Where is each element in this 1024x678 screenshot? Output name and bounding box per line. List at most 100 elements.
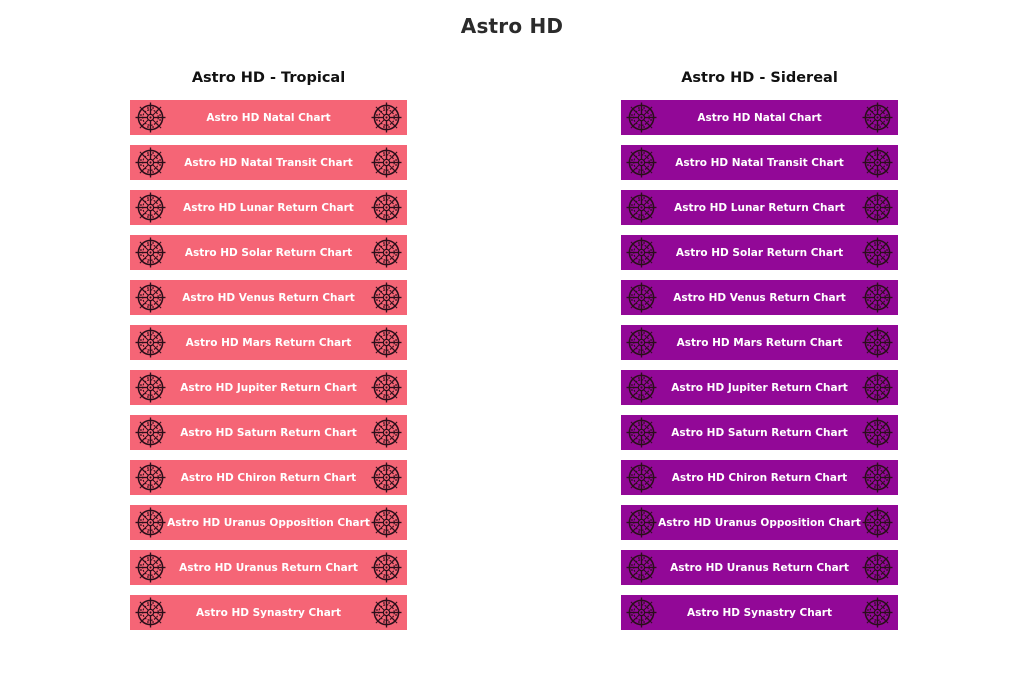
zodiac-wheel-icon xyxy=(862,327,893,358)
sidereal-chart-button-label: Astro HD Synastry Chart xyxy=(687,606,832,619)
sidereal-chart-button-label: Astro HD Jupiter Return Chart xyxy=(671,381,848,394)
zodiac-wheel-icon xyxy=(862,462,893,493)
zodiac-wheel-icon xyxy=(862,552,893,583)
sidereal-chart-button[interactable]: Astro HD Uranus Opposition Chart xyxy=(621,505,898,540)
sidereal-chart-button[interactable]: Astro HD Mars Return Chart xyxy=(621,325,898,360)
tropical-chart-button[interactable]: Astro HD Natal Chart xyxy=(130,100,407,135)
zodiac-wheel-icon xyxy=(135,372,166,403)
zodiac-wheel-icon xyxy=(135,192,166,223)
zodiac-wheel-icon xyxy=(371,462,402,493)
tropical-chart-button[interactable]: Astro HD Uranus Opposition Chart xyxy=(130,505,407,540)
sidereal-button-list: Astro HD Natal Chart Astro HD Natal Trans… xyxy=(621,100,898,640)
zodiac-wheel-icon xyxy=(135,282,166,313)
zodiac-wheel-icon xyxy=(371,102,402,133)
zodiac-wheel-icon xyxy=(626,507,657,538)
sidereal-chart-button[interactable]: Astro HD Lunar Return Chart xyxy=(621,190,898,225)
zodiac-wheel-icon xyxy=(371,507,402,538)
tropical-chart-button[interactable]: Astro HD Chiron Return Chart xyxy=(130,460,407,495)
zodiac-wheel-icon xyxy=(626,192,657,223)
zodiac-wheel-icon xyxy=(626,552,657,583)
zodiac-wheel-icon xyxy=(862,147,893,178)
zodiac-wheel-icon xyxy=(371,327,402,358)
sidereal-chart-button-label: Astro HD Lunar Return Chart xyxy=(674,201,845,214)
zodiac-wheel-icon xyxy=(626,597,657,628)
zodiac-wheel-icon xyxy=(862,597,893,628)
zodiac-wheel-icon xyxy=(862,372,893,403)
zodiac-wheel-icon xyxy=(626,282,657,313)
sidereal-chart-button-label: Astro HD Saturn Return Chart xyxy=(671,426,848,439)
zodiac-wheel-icon xyxy=(626,372,657,403)
tropical-chart-button[interactable]: Astro HD Venus Return Chart xyxy=(130,280,407,315)
zodiac-wheel-icon xyxy=(371,237,402,268)
tropical-chart-button-label: Astro HD Synastry Chart xyxy=(196,606,341,619)
zodiac-wheel-icon xyxy=(135,237,166,268)
sidereal-column: Astro HD - Sidereal Astro HD Natal Chart… xyxy=(621,66,898,640)
sidereal-chart-button-label: Astro HD Mars Return Chart xyxy=(676,336,843,349)
sidereal-chart-button[interactable]: Astro HD Saturn Return Chart xyxy=(621,415,898,450)
zodiac-wheel-icon xyxy=(626,147,657,178)
zodiac-wheel-icon xyxy=(626,417,657,448)
zodiac-wheel-icon xyxy=(862,192,893,223)
tropical-chart-button[interactable]: Astro HD Uranus Return Chart xyxy=(130,550,407,585)
zodiac-wheel-icon xyxy=(135,597,166,628)
tropical-chart-button-label: Astro HD Jupiter Return Chart xyxy=(180,381,357,394)
zodiac-wheel-icon xyxy=(135,327,166,358)
zodiac-wheel-icon xyxy=(371,372,402,403)
sidereal-chart-button-label: Astro HD Solar Return Chart xyxy=(675,246,844,259)
sidereal-chart-button[interactable]: Astro HD Natal Transit Chart xyxy=(621,145,898,180)
page-title: Astro HD xyxy=(460,14,564,38)
sidereal-chart-button[interactable]: Astro HD Natal Chart xyxy=(621,100,898,135)
tropical-button-list: Astro HD Natal Chart Astro HD Natal Trans… xyxy=(130,100,407,640)
tropical-chart-button-label: Astro HD Saturn Return Chart xyxy=(180,426,357,439)
tropical-chart-button-label: Astro HD Lunar Return Chart xyxy=(183,201,354,214)
sidereal-column-title: Astro HD - Sidereal xyxy=(681,70,838,86)
zodiac-wheel-icon xyxy=(626,462,657,493)
tropical-chart-button[interactable]: Astro HD Solar Return Chart xyxy=(130,235,407,270)
zodiac-wheel-icon xyxy=(371,147,402,178)
zodiac-wheel-icon xyxy=(862,507,893,538)
zodiac-wheel-icon xyxy=(626,102,657,133)
sidereal-chart-button[interactable]: Astro HD Chiron Return Chart xyxy=(621,460,898,495)
sidereal-chart-button-label: Astro HD Uranus Opposition Chart xyxy=(658,516,861,529)
zodiac-wheel-icon xyxy=(626,237,657,268)
zodiac-wheel-icon xyxy=(371,282,402,313)
zodiac-wheel-icon xyxy=(135,552,166,583)
zodiac-wheel-icon xyxy=(862,102,893,133)
zodiac-wheel-icon xyxy=(135,417,166,448)
tropical-chart-button[interactable]: Astro HD Natal Transit Chart xyxy=(130,145,407,180)
tropical-column-title: Astro HD - Tropical xyxy=(191,70,346,86)
tropical-chart-button-label: Astro HD Uranus Opposition Chart xyxy=(167,516,370,529)
tropical-chart-button-label: Astro HD Natal Transit Chart xyxy=(184,156,353,169)
tropical-column: Astro HD - Tropical Astro HD Natal Chart… xyxy=(130,66,407,640)
zodiac-wheel-icon xyxy=(862,417,893,448)
tropical-chart-button-label: Astro HD Uranus Return Chart xyxy=(179,561,358,574)
zodiac-wheel-icon xyxy=(862,282,893,313)
sidereal-chart-button-label: Astro HD Venus Return Chart xyxy=(673,291,846,304)
tropical-chart-button[interactable]: Astro HD Jupiter Return Chart xyxy=(130,370,407,405)
zodiac-wheel-icon xyxy=(371,192,402,223)
tropical-chart-button-label: Astro HD Natal Chart xyxy=(206,111,331,124)
sidereal-chart-button[interactable]: Astro HD Jupiter Return Chart xyxy=(621,370,898,405)
zodiac-wheel-icon xyxy=(626,327,657,358)
sidereal-chart-button[interactable]: Astro HD Venus Return Chart xyxy=(621,280,898,315)
zodiac-wheel-icon xyxy=(135,462,166,493)
zodiac-wheel-icon xyxy=(862,237,893,268)
tropical-chart-button[interactable]: Astro HD Synastry Chart xyxy=(130,595,407,630)
sidereal-chart-button[interactable]: Astro HD Synastry Chart xyxy=(621,595,898,630)
tropical-chart-button[interactable]: Astro HD Mars Return Chart xyxy=(130,325,407,360)
zodiac-wheel-icon xyxy=(371,552,402,583)
zodiac-wheel-icon xyxy=(135,147,166,178)
sidereal-chart-button-label: Astro HD Chiron Return Chart xyxy=(671,471,848,484)
sidereal-chart-button[interactable]: Astro HD Uranus Return Chart xyxy=(621,550,898,585)
zodiac-wheel-icon xyxy=(135,507,166,538)
tropical-chart-button[interactable]: Astro HD Lunar Return Chart xyxy=(130,190,407,225)
zodiac-wheel-icon xyxy=(135,102,166,133)
tropical-chart-button[interactable]: Astro HD Saturn Return Chart xyxy=(130,415,407,450)
tropical-chart-button-label: Astro HD Solar Return Chart xyxy=(184,246,353,259)
sidereal-chart-button-label: Astro HD Uranus Return Chart xyxy=(670,561,849,574)
tropical-chart-button-label: Astro HD Mars Return Chart xyxy=(185,336,352,349)
tropical-chart-button-label: Astro HD Venus Return Chart xyxy=(182,291,355,304)
sidereal-chart-button[interactable]: Astro HD Solar Return Chart xyxy=(621,235,898,270)
sidereal-chart-button-label: Astro HD Natal Transit Chart xyxy=(675,156,844,169)
